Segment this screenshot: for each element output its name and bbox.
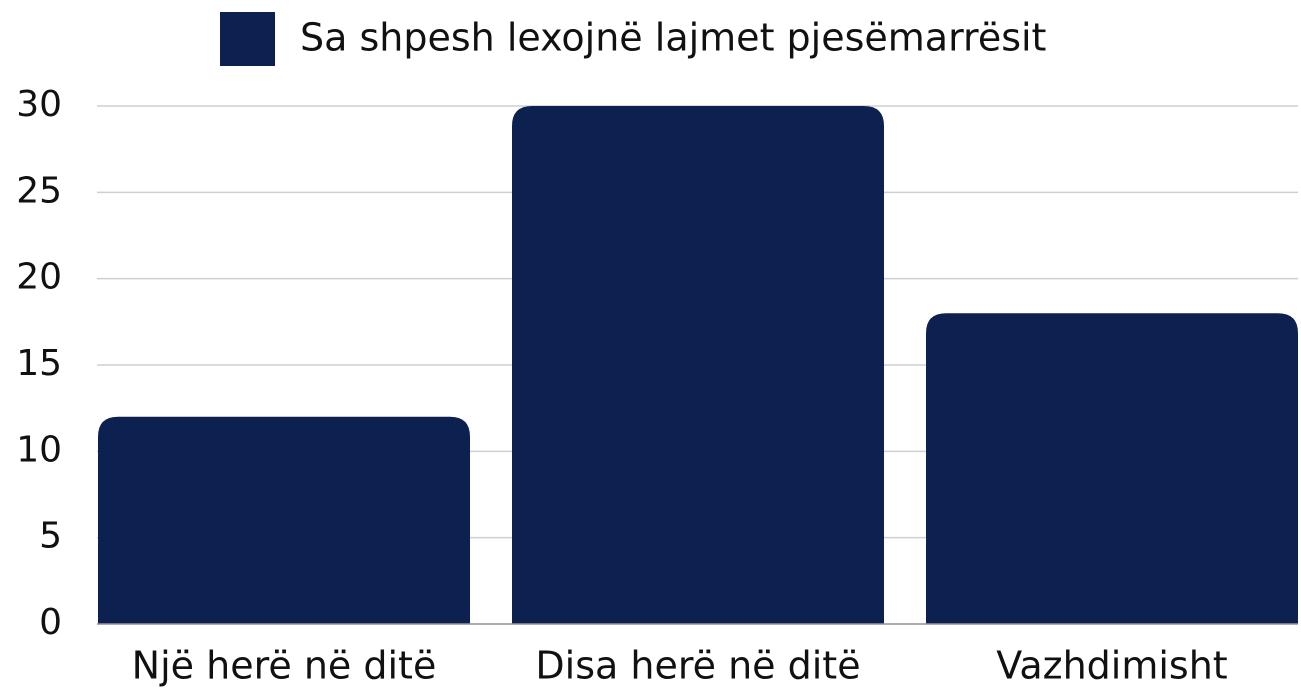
legend-swatch bbox=[220, 12, 275, 66]
y-tick-label: 25 bbox=[16, 170, 62, 211]
y-tick-label: 0 bbox=[39, 602, 62, 643]
y-tick-label: 10 bbox=[16, 429, 62, 470]
bar bbox=[926, 313, 1298, 624]
y-tick-label: 15 bbox=[16, 343, 62, 384]
y-tick-label: 20 bbox=[16, 257, 62, 298]
legend-label: Sa shpesh lexojnë lajmet pjesëmarrësit bbox=[300, 16, 1046, 60]
x-tick-label: Disa herë në ditë bbox=[535, 644, 860, 688]
y-tick-label: 5 bbox=[39, 516, 62, 557]
bar bbox=[512, 106, 884, 624]
bar bbox=[98, 416, 470, 624]
x-tick-label: Një herë në ditë bbox=[132, 644, 437, 688]
x-tick-label: Vazhdimisht bbox=[996, 644, 1227, 688]
legend: Sa shpesh lexojnë lajmet pjesëmarrësit bbox=[220, 12, 1046, 66]
y-tick-label: 30 bbox=[16, 84, 62, 125]
